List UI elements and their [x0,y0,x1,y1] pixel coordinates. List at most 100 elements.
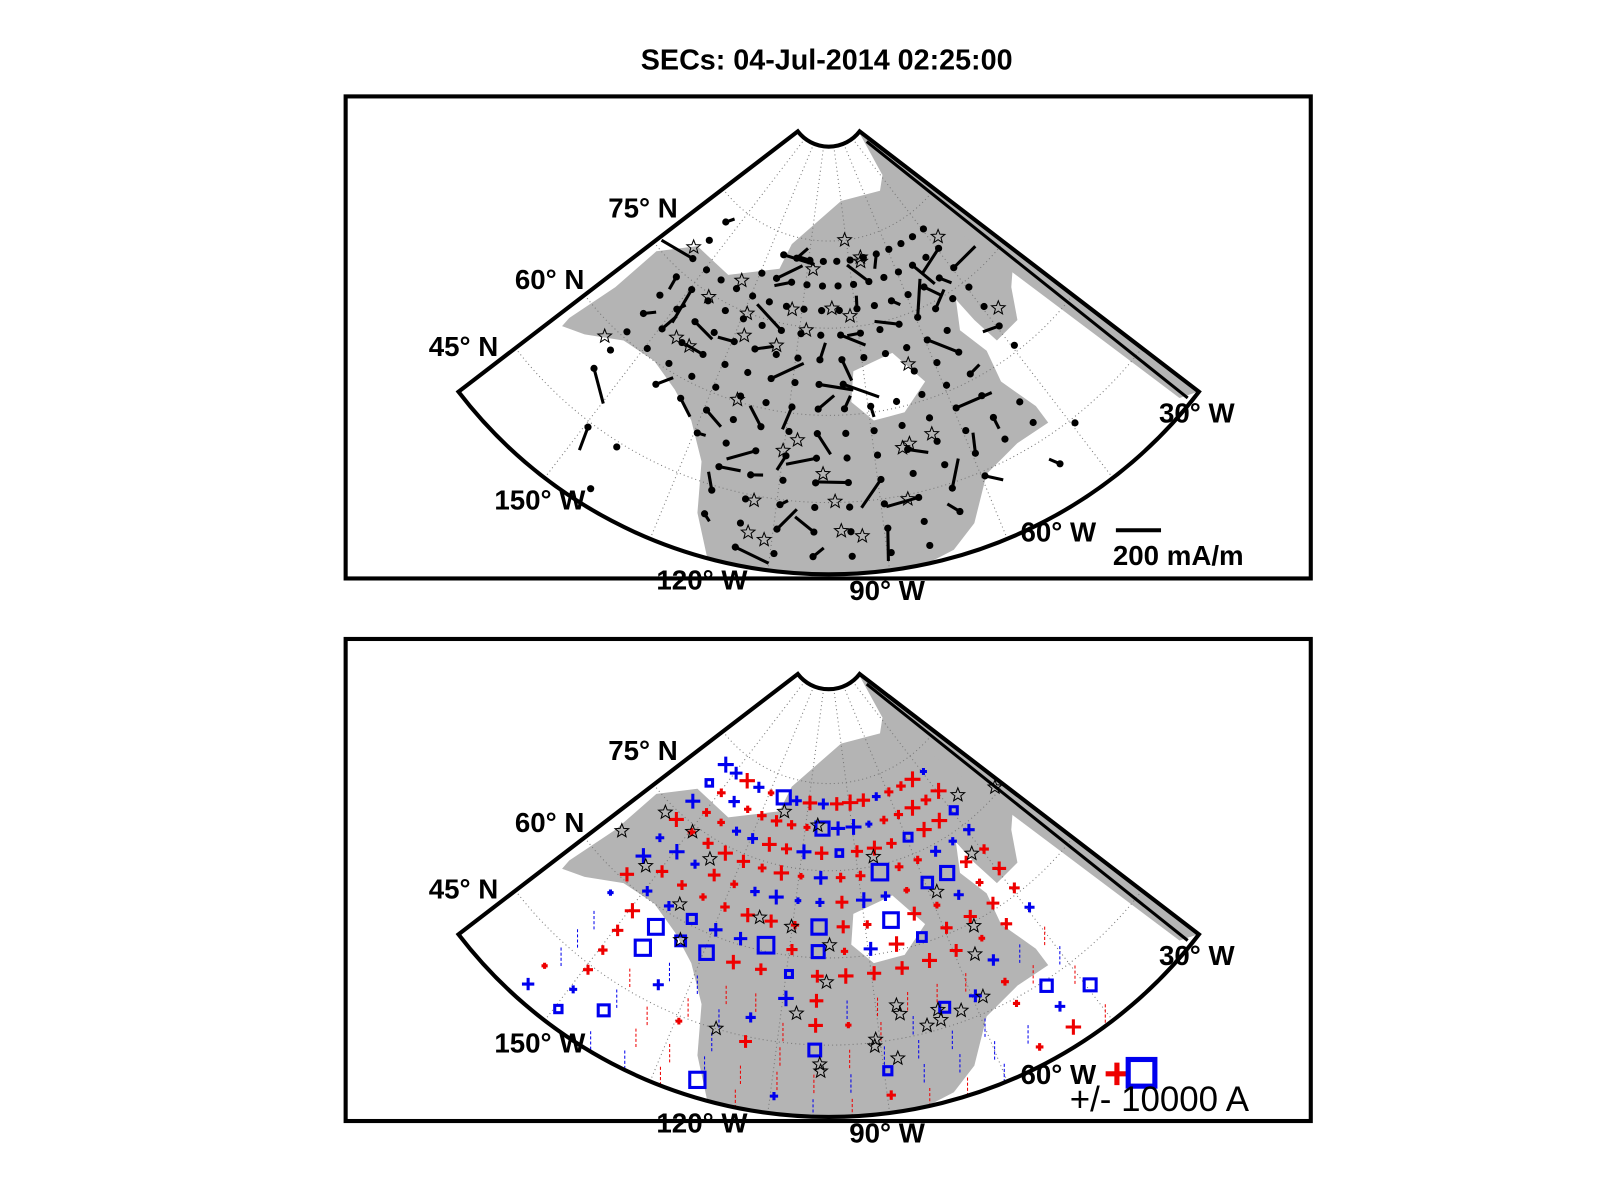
sec-plus [739,1035,752,1048]
sec-point [765,298,773,306]
station-star [812,1062,829,1079]
sec-point [1010,341,1018,349]
sec-plus [635,848,652,864]
sec-plus [770,815,783,827]
graticule-label: 45° N [429,873,499,904]
parallel [722,188,935,242]
station-star [899,490,916,506]
sec-plus [863,920,872,929]
sec-plus [903,886,910,894]
station-star [736,326,753,343]
current-vector [693,320,714,341]
sec-plus [797,873,805,880]
sec-plus [855,870,866,881]
current-vector [869,405,876,418]
station-star [891,1005,909,1021]
station-star [755,531,773,547]
sec-plus [757,810,767,821]
sec-plus [888,936,905,952]
station-star [739,304,756,321]
current-vector [770,361,805,380]
current-vector [779,499,789,507]
sec-plus [663,900,674,912]
current-vector [890,299,901,307]
sec-plus [829,797,844,811]
sec-plus [865,820,873,828]
station-star [929,1001,947,1017]
station-star [751,908,768,925]
current-vector [846,331,861,338]
sec-point [920,517,928,526]
station-star [685,238,702,255]
sec-plus [757,863,767,873]
scale-label: 200 mA/m [1113,540,1244,571]
current-vector [923,285,942,297]
parallel [722,731,935,785]
current-vector [667,276,678,290]
station-star [798,321,815,338]
sec-point [949,295,957,303]
sec-point [729,416,737,424]
station-star [900,355,917,372]
current-vector [920,247,940,275]
current-vector [817,394,836,411]
station-star [974,987,992,1004]
sec-point [846,503,854,511]
sec-square [948,805,959,816]
current-vector [969,363,981,376]
sec-plus [975,878,984,887]
sec-plus [992,861,1007,876]
sec-square [633,938,652,957]
sec-plus [1024,902,1035,913]
sec-plus [739,772,755,789]
sec-point [833,257,841,265]
sec-square [882,1065,894,1077]
sec-plus [755,963,767,976]
sec-plus [835,895,849,909]
sec-square [834,848,845,858]
sec-point [1029,418,1037,427]
current-vector [814,480,849,485]
sec-plus [836,920,850,934]
sec-square [807,1042,823,1058]
current-vector [799,255,811,262]
sec-point [758,269,766,277]
current-vector [952,245,977,269]
sec-point [926,541,934,549]
station-star [668,328,685,345]
sec-point [834,282,842,290]
station-star [818,973,835,990]
sec-plus [764,914,778,928]
station-star [680,337,698,354]
sec-point [908,233,917,241]
sec-square [674,934,688,948]
sec-point [965,283,973,291]
sec-point [887,548,895,557]
station-star [865,848,882,864]
sec-plus [730,880,739,889]
sec-plus [886,838,897,849]
station-star [963,844,980,861]
sec-plus [963,823,975,836]
station-star [965,917,983,933]
graticule-label: 75° N [608,735,678,766]
sec-square [775,789,792,806]
sec-point [785,427,793,436]
sec-point [846,256,854,264]
legend-square [1125,1056,1158,1089]
sec-plus [624,903,641,919]
sec-plus [835,872,846,883]
station-star [923,425,940,441]
sec-point [853,305,861,313]
sec-point [721,306,729,315]
sec-point [903,344,911,352]
station-star [841,307,859,323]
sec-point [818,307,826,315]
current-vector [938,276,953,285]
sec-plus [879,815,889,825]
sec-plus [895,961,909,975]
legend-plus [1105,1062,1129,1086]
station-star [768,336,785,353]
current-vector [684,342,704,356]
current-vector [840,333,867,347]
